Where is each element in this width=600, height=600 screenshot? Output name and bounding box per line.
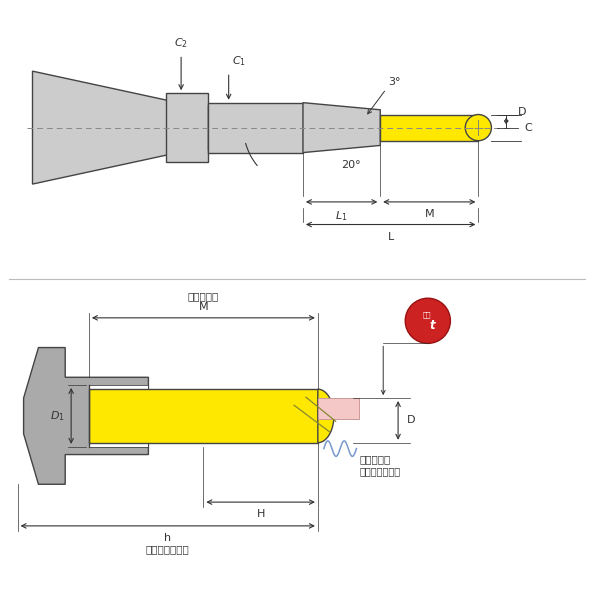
Text: L: L — [388, 232, 394, 242]
Polygon shape — [166, 93, 208, 162]
Text: 肉厚: 肉厚 — [422, 311, 431, 318]
Text: つかみ長さ: つかみ長さ — [359, 455, 391, 464]
Text: $C_2$: $C_2$ — [174, 37, 188, 50]
Text: 20°: 20° — [341, 160, 361, 170]
Polygon shape — [303, 103, 380, 152]
Polygon shape — [208, 105, 218, 150]
Text: $L_1$: $L_1$ — [335, 209, 348, 223]
Polygon shape — [218, 105, 229, 150]
Polygon shape — [318, 389, 334, 443]
Text: D: D — [518, 107, 527, 117]
Polygon shape — [89, 385, 148, 447]
Polygon shape — [318, 398, 359, 419]
Text: C: C — [524, 122, 532, 133]
Text: H: H — [256, 509, 265, 519]
Polygon shape — [23, 347, 148, 484]
Text: $D_1$: $D_1$ — [50, 409, 65, 423]
Polygon shape — [208, 103, 303, 152]
Text: 工具最大挿入長: 工具最大挿入長 — [146, 544, 190, 554]
Text: （最低把持長）: （最低把持長） — [359, 466, 401, 476]
Text: 3°: 3° — [388, 77, 400, 87]
Text: M: M — [424, 209, 434, 219]
Text: M: M — [199, 302, 208, 312]
Polygon shape — [380, 115, 478, 140]
Text: $C_1$: $C_1$ — [232, 55, 245, 68]
Text: h: h — [164, 533, 171, 543]
Polygon shape — [89, 389, 318, 443]
Text: t: t — [430, 319, 436, 332]
Circle shape — [405, 298, 451, 343]
Text: 加工有効長: 加工有効長 — [188, 291, 219, 301]
Text: D: D — [407, 415, 415, 425]
Circle shape — [465, 115, 491, 140]
Polygon shape — [32, 71, 178, 184]
